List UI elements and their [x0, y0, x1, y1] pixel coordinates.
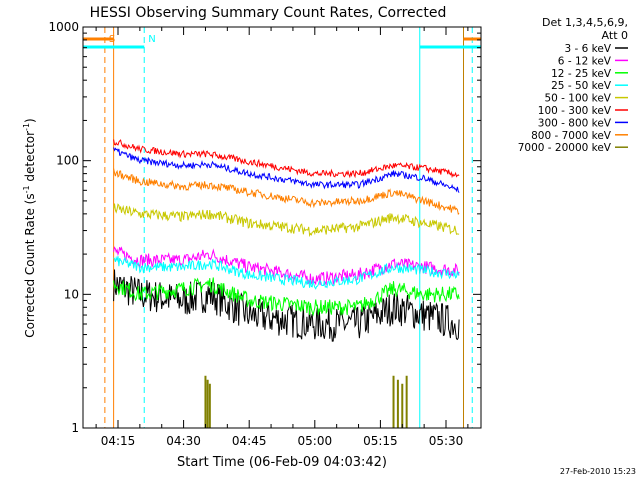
legend-label: 3 - 6 keV: [564, 43, 611, 55]
y-axis-label-sup1: -1: [22, 185, 31, 193]
legend-label: 12 - 25 keV: [551, 68, 612, 80]
y-axis-label-main: Corrected Count Rate (s: [23, 193, 37, 337]
series-6: [113, 147, 460, 193]
y-axis: 1 10 100 1000: [48, 20, 481, 435]
series-1: [113, 246, 460, 286]
x-tick-label: 05:00: [298, 434, 333, 448]
legend-label: 7000 - 20000 keV: [518, 142, 612, 154]
y-axis-label: Corrected Count Rate (s-1 detector-1): [22, 118, 37, 337]
x-tick-label: 04:15: [101, 434, 136, 448]
legend-label: 300 - 800 keV: [538, 117, 612, 129]
series-line: [113, 246, 460, 286]
y-axis-label-end: ): [23, 118, 37, 123]
legend-label: 6 - 12 keV: [558, 55, 612, 67]
series-line: [113, 277, 460, 317]
series-8: [204, 375, 408, 428]
legend-label: 800 - 7000 keV: [531, 130, 612, 142]
series-line: [113, 139, 460, 179]
x-axis: 04:15 04:30 04:45 05:00 05:15 05:30: [95, 27, 469, 448]
series-7: [113, 168, 460, 215]
y-tick-label: 1000: [48, 20, 79, 34]
x-tick-label: 04:30: [166, 434, 201, 448]
series-3: [113, 255, 460, 290]
legend-label: 50 - 100 keV: [544, 93, 611, 105]
x-tick-label: 05:30: [429, 434, 464, 448]
series-4: [113, 203, 460, 238]
legend-label: 25 - 50 keV: [551, 80, 612, 92]
legend-title-line1: Det 1,3,4,5,6,9,: [542, 16, 628, 29]
plot-frame: [82, 26, 482, 429]
annotation-label-n: N: [148, 34, 155, 45]
y-tick-label: 10: [64, 287, 79, 301]
x-tick-label: 04:45: [232, 434, 267, 448]
series-0: [113, 269, 460, 342]
legend-label: 100 - 300 keV: [538, 105, 612, 117]
footer-date: 27-Feb-2010 15:23: [560, 467, 636, 476]
series-line: [113, 255, 460, 290]
x-tick-label: 05:15: [363, 434, 398, 448]
series-line: [113, 168, 460, 215]
y-axis-label-sup2: -1: [22, 123, 31, 131]
series-group: [113, 139, 460, 428]
annotations: SN: [83, 27, 481, 428]
chart-title: HESSI Observing Summary Count Rates, Cor…: [90, 5, 447, 21]
y-axis-label-mid: detector: [23, 131, 37, 186]
y-tick-label: 1: [71, 421, 79, 435]
series-line: [113, 147, 460, 193]
y-tick-label: 100: [56, 154, 79, 168]
x-axis-label: Start Time (06-Feb-09 04:03:42): [177, 455, 387, 470]
series-2: [113, 277, 460, 317]
legend-title-line2: Att 0: [602, 29, 628, 42]
series-line: [113, 269, 460, 342]
series-5: [113, 139, 460, 179]
series-line: [113, 203, 460, 238]
